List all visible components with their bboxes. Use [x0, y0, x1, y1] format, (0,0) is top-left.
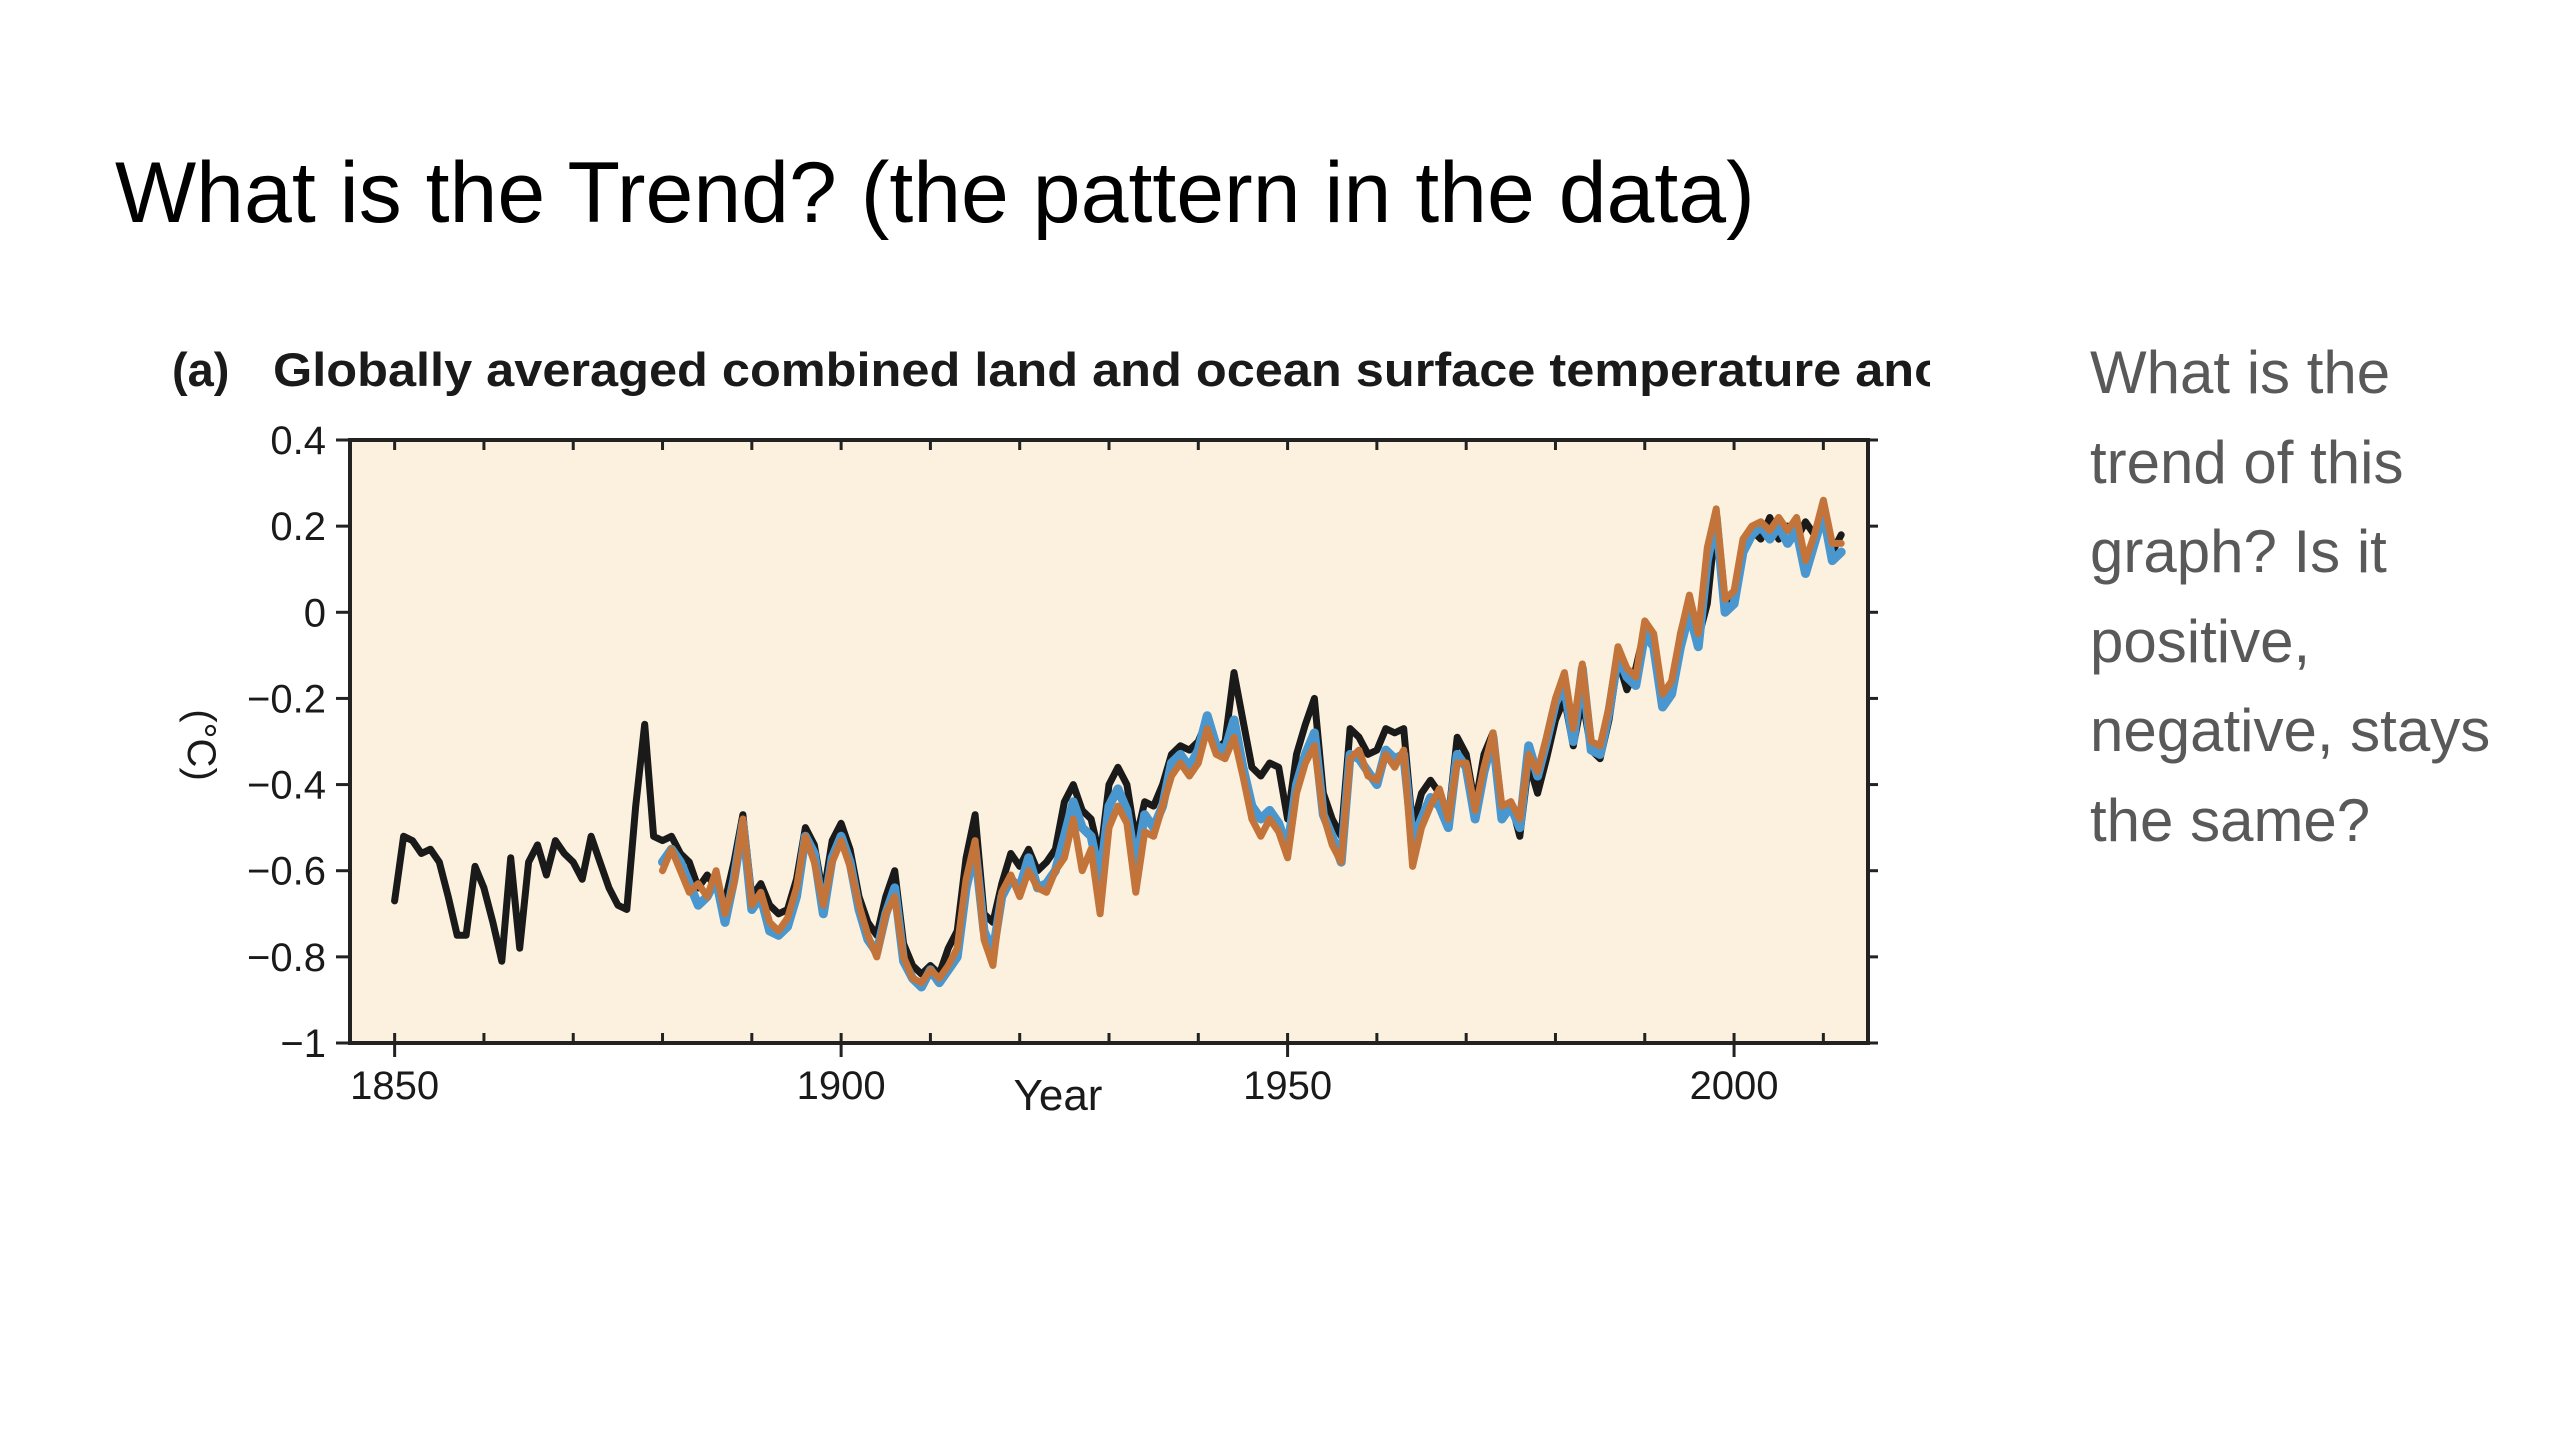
series-layer — [391, 496, 1846, 992]
chart-panel-label: (a) — [172, 343, 229, 396]
y-tick-label: 0.4 — [270, 419, 326, 463]
x-tick-label: 1900 — [797, 1064, 886, 1108]
axis-layer: 1850 1900 1950 2000 0.4 0.2 0 −0.2 −0.4 −0.6 −0.8 −… — [247, 419, 1878, 1108]
y-tick-label: −0.2 — [247, 677, 326, 721]
y-tick-label: −1 — [280, 1022, 326, 1066]
y-tick-label: −0.6 — [247, 850, 326, 894]
x-tick-label: 2000 — [1690, 1064, 1779, 1108]
x-tick-label: 1850 — [350, 1064, 439, 1108]
x-tick-label: 1950 — [1243, 1064, 1332, 1108]
temperature-chart: (a) Globally averaged combined land and … — [150, 340, 1930, 1140]
chart-title: Globally averaged combined land and ocea… — [273, 343, 1930, 396]
plot-area — [350, 440, 1868, 1043]
x-axis-title: Year — [1014, 1071, 1103, 1120]
y-axis-title: (°C) — [179, 709, 223, 781]
y-tick-label: −0.8 — [247, 936, 326, 980]
y-tick-label: 0 — [304, 591, 326, 635]
side-question: What is the trend of this graph? Is it p… — [2090, 339, 2491, 854]
slide-title: What is the Trend? (the pattern in the d… — [115, 145, 1755, 241]
y-tick-label: 0.2 — [270, 505, 326, 549]
series-line-3 — [659, 496, 1845, 987]
y-tick-label: −0.4 — [247, 764, 326, 808]
chart-svg: (a) Globally averaged combined land and … — [172, 343, 1930, 1120]
